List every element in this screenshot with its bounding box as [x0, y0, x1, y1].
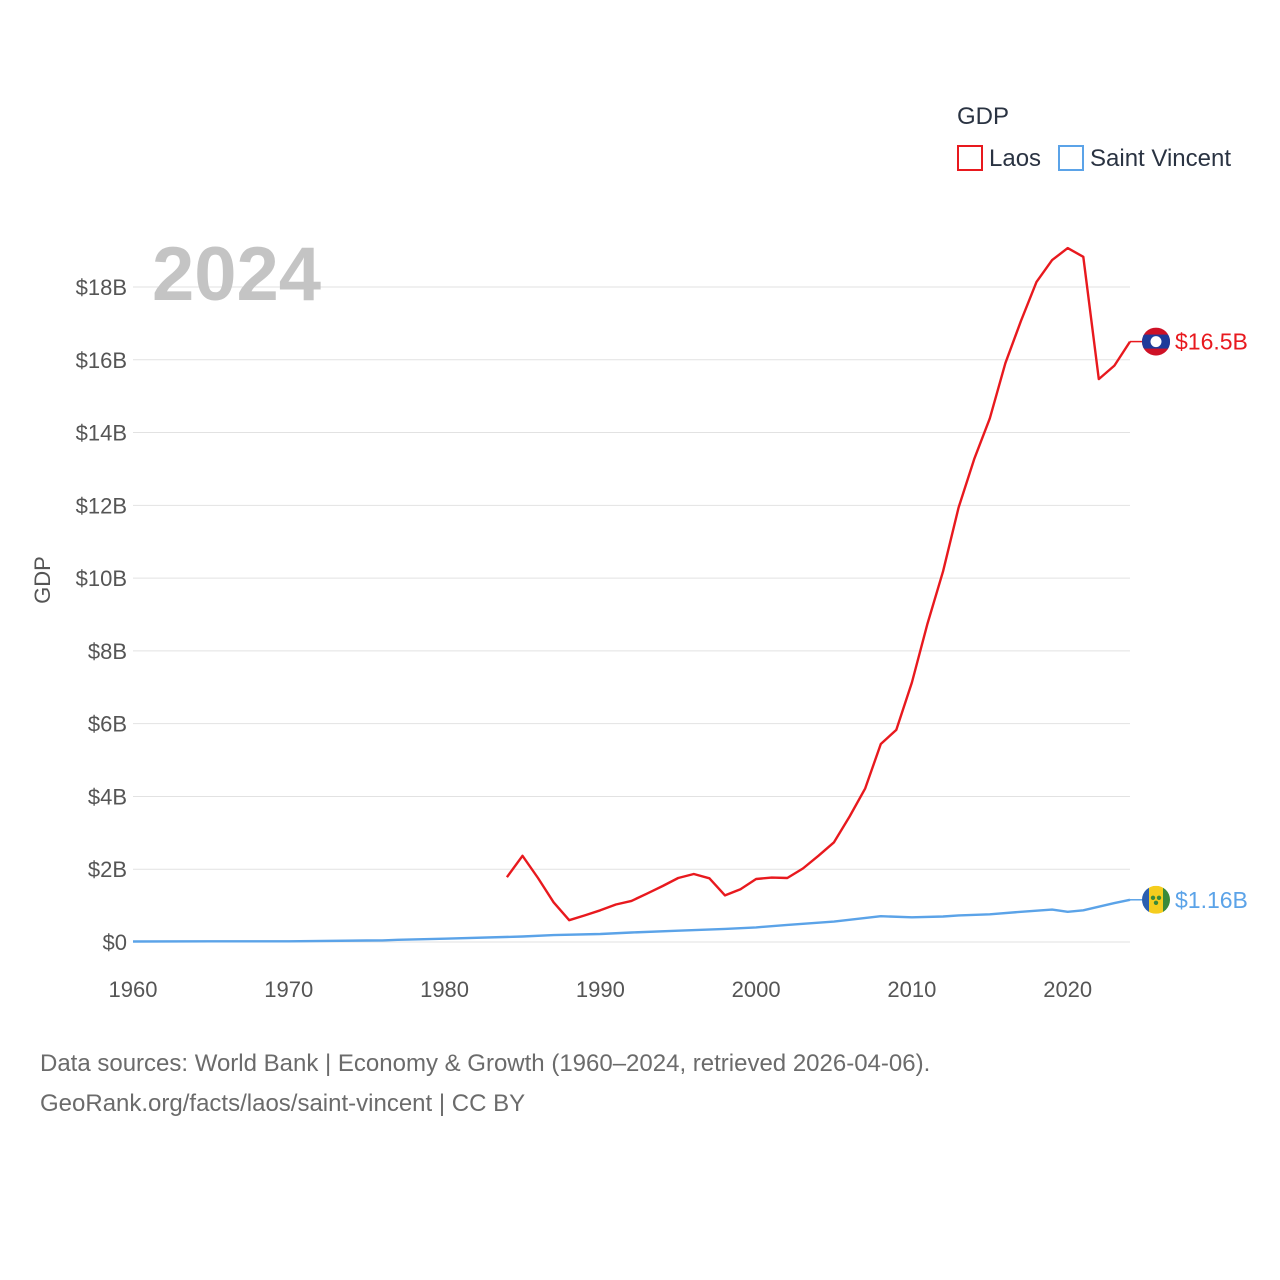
source-line-2: GeoRank.org/facts/laos/saint-vincent | C…: [40, 1090, 526, 1117]
series-line-saint-vincent[interactable]: [132, 898, 1131, 943]
y-axis: $0 $2B $4B $6B $8B $10B $12B $14B $16B $18B: [76, 275, 127, 955]
end-value-label-laos: $16.5B: [1175, 329, 1248, 355]
y-tick-label: $16B: [76, 348, 127, 373]
x-tick-label: 2010: [887, 977, 936, 1002]
legend-label-saint-vincent: Saint Vincent: [1090, 145, 1231, 172]
x-tick-label: 1970: [264, 977, 313, 1002]
x-tick-label: 1990: [576, 977, 625, 1002]
y-tick-label: $14B: [76, 421, 127, 446]
y-tick-label: $8B: [88, 639, 127, 664]
x-tick-label: 2020: [1043, 977, 1092, 1002]
source-line-1: Data sources: World Bank | Economy & Gro…: [40, 1050, 931, 1077]
end-labels: $16.5B $1.16B: [1130, 327, 1248, 914]
y-axis-title: GDP: [30, 556, 55, 604]
legend-item-laos[interactable]: Laos: [957, 145, 1041, 172]
series-lines: [132, 246, 1132, 943]
y-tick-label: $0: [103, 930, 127, 955]
legend-label-laos: Laos: [989, 145, 1041, 172]
year-watermark: 2024: [152, 232, 321, 317]
legend: GDP Laos Saint Vincent: [957, 103, 1231, 172]
legend-title: GDP: [957, 103, 1009, 130]
gridlines: [133, 286, 1130, 943]
saint-vincent-flag-icon: [1142, 885, 1170, 914]
x-tick-label: 1960: [109, 977, 158, 1002]
y-tick-label: $12B: [76, 493, 127, 518]
end-value-label-saint-vincent: $1.16B: [1175, 887, 1248, 913]
x-tick-label: 1980: [420, 977, 469, 1002]
series-line-laos[interactable]: [505, 246, 1132, 922]
legend-swatch-saint-vincent: [1058, 145, 1084, 171]
x-tick-label: 2000: [732, 977, 781, 1002]
x-axis: 1960 1970 1980 1990 2000 2010 2020: [109, 977, 1093, 1002]
legend-item-saint-vincent[interactable]: Saint Vincent: [1058, 145, 1231, 172]
data-source-note: Data sources: World Bank | Economy & Gro…: [40, 1044, 930, 1124]
y-tick-label: $18B: [76, 275, 127, 300]
legend-swatch-laos: [957, 145, 983, 171]
laos-flag-icon: [1142, 327, 1170, 356]
y-tick-label: $2B: [88, 857, 127, 882]
y-tick-label: $4B: [88, 784, 127, 809]
gdp-line-chart: 2024 $0$2B$4B$6B$8B$10B$12B$14B$16B$18B …: [30, 103, 1248, 1002]
y-tick-label: $10B: [76, 566, 127, 591]
y-tick-label: $6B: [88, 712, 127, 737]
